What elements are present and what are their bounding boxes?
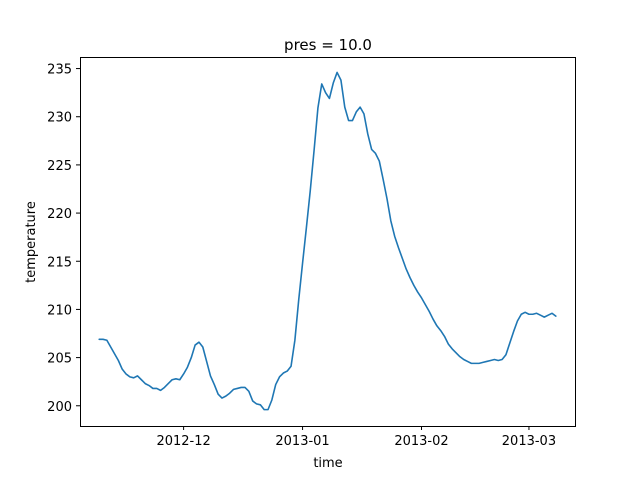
y-axis: 200 205 210 215 220 225 230 235 — [47, 63, 80, 415]
y-axis-label: temperature — [24, 201, 39, 283]
x-tick-label: 2013-01 — [275, 434, 329, 449]
y-tick-label: 210 — [47, 303, 72, 318]
x-tick-label: 2013-02 — [394, 434, 448, 449]
chart-title: pres = 10.0 — [284, 36, 372, 54]
x-axis: 2012-12 2013-01 2013-02 2013-03 — [156, 426, 556, 449]
y-tick-label: 225 — [47, 159, 72, 174]
x-tick-label: 2013-03 — [502, 434, 556, 449]
y-tick-label: 200 — [47, 400, 72, 415]
y-tick-label: 220 — [47, 207, 72, 222]
plot-frame — [80, 57, 576, 427]
y-tick-label: 230 — [47, 111, 72, 126]
y-tick-label: 205 — [47, 352, 72, 367]
x-tick-label: 2012-12 — [156, 434, 210, 449]
y-tick-label: 235 — [47, 63, 72, 78]
plot-area — [98, 71, 557, 411]
y-tick-label: 215 — [47, 255, 72, 270]
series-line-0 — [98, 71, 557, 411]
x-axis-label: time — [313, 456, 342, 471]
